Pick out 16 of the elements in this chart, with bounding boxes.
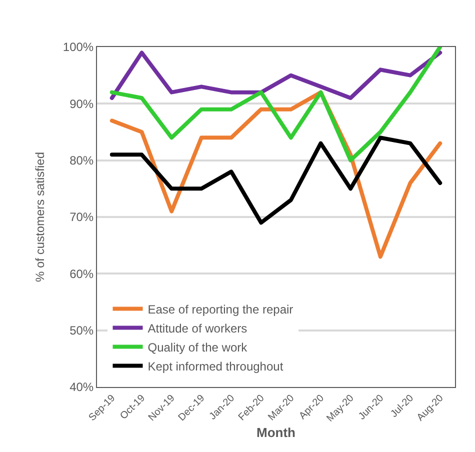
- y-tick-label: 80%: [70, 154, 94, 168]
- y-tick-label: 70%: [70, 210, 94, 224]
- legend-label: Kept informed throughout: [148, 359, 284, 374]
- line-series: [110, 47, 442, 162]
- line-series: [110, 50, 442, 100]
- line-series: [110, 136, 442, 225]
- y-tick-label: 40%: [70, 380, 94, 394]
- legend-label: Ease of reporting the repair: [148, 302, 294, 316]
- y-axis-title: % of customers satisfied: [33, 152, 48, 282]
- legend-label: Attitude of workers: [148, 321, 248, 336]
- x-axis-title: Month: [256, 424, 296, 440]
- legend-label: Quality of the work: [148, 340, 248, 354]
- y-tick-label: 100%: [62, 40, 94, 54]
- y-tick-label: 60%: [70, 266, 94, 281]
- y-tick-label: 90%: [70, 96, 94, 111]
- y-tick-label: 50%: [70, 324, 94, 338]
